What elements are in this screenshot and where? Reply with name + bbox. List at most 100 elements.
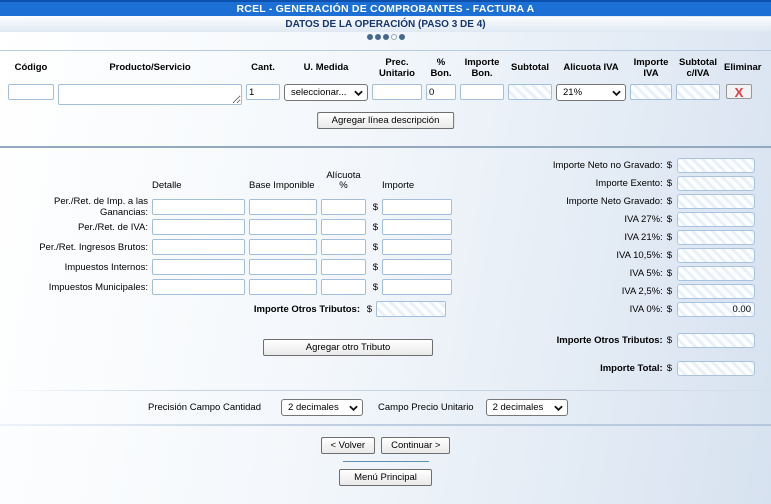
- add-description-line-button[interactable]: Agregar línea descripción: [316, 112, 455, 129]
- chevron-down-icon: [553, 405, 563, 411]
- municipales-base-input[interactable]: [249, 279, 317, 295]
- add-tributo-button[interactable]: Agregar otro Tributo: [263, 339, 433, 356]
- main-menu-button[interactable]: Menú Principal: [339, 469, 432, 486]
- step-dot: [390, 34, 397, 40]
- iva-27-input: [677, 212, 755, 227]
- tributos-header: Detalle Base Imponible Alícuota % Import…: [0, 171, 470, 191]
- step-title-bar: DATOS DE LA OPERACIÓN (PASO 3 DE 4): [0, 17, 771, 32]
- iva-105-input: [677, 248, 755, 263]
- delete-row-button[interactable]: X: [726, 84, 752, 99]
- codigo-input[interactable]: [8, 84, 54, 100]
- app-title-bar: RCEL - GENERACIÓN DE COMPROBANTES - FACT…: [0, 0, 771, 16]
- currency-sign: $: [372, 201, 378, 213]
- step-dot: [382, 34, 389, 40]
- precision-precio-select[interactable]: 2 decimales: [485, 399, 568, 416]
- tributo-label: Per./Ret. de Imp. a las Ganancias:: [54, 196, 148, 218]
- internos-alicuota-input[interactable]: [321, 259, 366, 275]
- municipales-alicuota-input[interactable]: [321, 279, 366, 295]
- municipales-importe-input[interactable]: [382, 279, 452, 295]
- footer-rule: [342, 461, 429, 462]
- chevron-down-icon: [612, 90, 621, 96]
- total-row: Importe Total: $: [553, 361, 755, 376]
- tributo-row-iva: Per./Ret. de IVA: $: [0, 219, 470, 235]
- total-row: Importe Neto no Gravado: $: [553, 158, 755, 173]
- ganancias-alicuota-input[interactable]: [321, 199, 366, 215]
- iibb-importe-input[interactable]: [382, 239, 452, 255]
- total-row: IVA 5%: $: [553, 266, 755, 281]
- tributos-section: Detalle Base Imponible Alícuota % Import…: [0, 171, 470, 356]
- importe-otros-tributos-row: Importe Otros Tributos: $: [0, 301, 470, 317]
- currency-sign: $: [666, 304, 672, 315]
- importe-otros-tributos-input: [376, 301, 446, 317]
- pct-bon-input[interactable]: [426, 84, 456, 100]
- importe-bon-input[interactable]: [460, 84, 504, 100]
- internos-importe-input[interactable]: [382, 259, 452, 275]
- back-button[interactable]: < Volver: [320, 437, 376, 454]
- col-detalle: Detalle: [152, 180, 182, 191]
- col-subtotal: Subtotal: [511, 62, 549, 74]
- currency-sign: $: [666, 160, 672, 171]
- internos-detalle-input[interactable]: [152, 259, 245, 275]
- col-prec-unitario: Prec. Unitario: [379, 57, 415, 79]
- cantidad-input[interactable]: [246, 84, 280, 100]
- total-label: IVA 0%:: [629, 304, 663, 315]
- ganancias-importe-input[interactable]: [382, 199, 452, 215]
- total-label: Importe Neto no Gravado:: [552, 160, 663, 171]
- chevron-down-icon: [354, 90, 363, 96]
- iva-0-input: [677, 302, 755, 317]
- currency-sign: $: [372, 261, 378, 273]
- totales-section: Importe Neto no Gravado: $ Importe Exent…: [553, 158, 755, 379]
- total-label: Importe Neto Gravado:: [566, 196, 663, 207]
- neto-gravado-input: [677, 194, 755, 209]
- total-label: IVA 10,5%:: [616, 250, 663, 261]
- iibb-alicuota-input[interactable]: [321, 239, 366, 255]
- total-label: IVA 21%:: [624, 232, 663, 243]
- item-row: seleccionar... 21% X: [0, 79, 771, 105]
- col-cantidad: Cant.: [251, 62, 275, 74]
- currency-sign: $: [666, 178, 672, 189]
- municipales-detalle-input[interactable]: [152, 279, 245, 295]
- precision-precio-label: Campo Precio Unitario: [378, 402, 474, 413]
- prec-unitario-input[interactable]: [372, 84, 422, 100]
- iibb-detalle-input[interactable]: [152, 239, 245, 255]
- importe-total-input: [677, 361, 755, 376]
- internos-base-input[interactable]: [249, 259, 317, 275]
- step-dot: [366, 34, 373, 40]
- alicuota-iva-select[interactable]: 21%: [556, 84, 626, 101]
- producto-servicio-textarea[interactable]: [58, 84, 242, 105]
- tributo-row-municipales: Impuestos Municipales: $: [0, 279, 470, 295]
- col-producto: Producto/Servicio: [109, 62, 191, 74]
- precision-cantidad-select[interactable]: 2 decimales: [281, 399, 364, 416]
- total-row: IVA 10,5%: $: [553, 248, 755, 263]
- currency-sign: $: [372, 221, 378, 233]
- currency-sign: $: [666, 232, 672, 243]
- ret-iva-importe-input[interactable]: [382, 219, 452, 235]
- tributo-row-internos: Impuestos Internos: $: [0, 259, 470, 275]
- iibb-base-input[interactable]: [249, 239, 317, 255]
- ganancias-base-input[interactable]: [249, 199, 317, 215]
- col-eliminar: Eliminar: [724, 62, 762, 74]
- ret-iva-base-input[interactable]: [249, 219, 317, 235]
- currency-sign: $: [666, 196, 672, 207]
- tributo-label: Per./Ret. Ingresos Brutos:: [39, 241, 148, 253]
- continue-button[interactable]: Continuar >: [381, 437, 451, 454]
- u-medida-select[interactable]: seleccionar...: [284, 84, 368, 101]
- total-row: Importe Exento: $: [553, 176, 755, 191]
- ret-iva-alicuota-input[interactable]: [321, 219, 366, 235]
- ret-iva-detalle-input[interactable]: [152, 219, 245, 235]
- total-label: Importe Exento:: [595, 178, 663, 189]
- precision-row: Precisión Campo Cantidad 2 decimales Cam…: [148, 399, 568, 416]
- tributo-row-iibb: Per./Ret. Ingresos Brutos: $: [0, 239, 470, 255]
- currency-sign: $: [666, 363, 672, 374]
- col-pct-bon: % Bon.: [430, 57, 452, 79]
- importe-otros-tributos-label: Importe Otros Tributos:: [253, 303, 360, 315]
- col-importe-bon: Importe Bon.: [464, 57, 500, 79]
- ganancias-detalle-input[interactable]: [152, 199, 245, 215]
- col-importe-iva: Importe IVA: [633, 57, 669, 79]
- currency-sign: $: [666, 268, 672, 279]
- col-codigo: Código: [14, 62, 48, 74]
- currency-sign: $: [372, 241, 378, 253]
- currency-sign: $: [666, 250, 672, 261]
- col-importe: Importe: [382, 180, 415, 191]
